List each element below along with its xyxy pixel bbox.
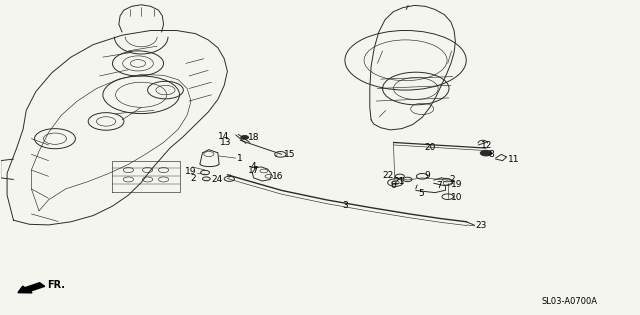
Text: 24: 24	[212, 175, 223, 184]
Text: 1: 1	[237, 154, 243, 163]
Text: 19: 19	[451, 180, 463, 189]
Text: 4: 4	[251, 162, 257, 171]
Text: 13: 13	[220, 138, 231, 147]
Circle shape	[480, 150, 492, 156]
Text: 5: 5	[418, 189, 424, 198]
Text: 2: 2	[191, 174, 196, 183]
Text: FR.: FR.	[47, 280, 65, 290]
Text: SL03-A0700A: SL03-A0700A	[541, 297, 597, 306]
Text: 10: 10	[451, 193, 463, 202]
Text: 19: 19	[184, 167, 196, 176]
Text: 6: 6	[390, 181, 396, 190]
Text: 18: 18	[248, 133, 259, 142]
Text: 12: 12	[481, 141, 492, 150]
Text: 2: 2	[449, 175, 454, 184]
Text: 21: 21	[393, 176, 404, 186]
Circle shape	[241, 135, 248, 139]
Text: 17: 17	[248, 166, 259, 175]
Text: 14: 14	[218, 132, 229, 141]
Text: 15: 15	[284, 151, 295, 159]
Text: 9: 9	[424, 171, 430, 180]
Text: 8: 8	[488, 150, 493, 159]
Text: 11: 11	[508, 155, 519, 164]
Text: 7: 7	[436, 180, 442, 190]
Text: 16: 16	[272, 172, 284, 181]
FancyArrow shape	[18, 283, 45, 293]
Text: 23: 23	[476, 221, 487, 230]
Text: 22: 22	[382, 170, 394, 180]
Text: 3: 3	[342, 201, 348, 210]
Text: 20: 20	[424, 143, 436, 152]
